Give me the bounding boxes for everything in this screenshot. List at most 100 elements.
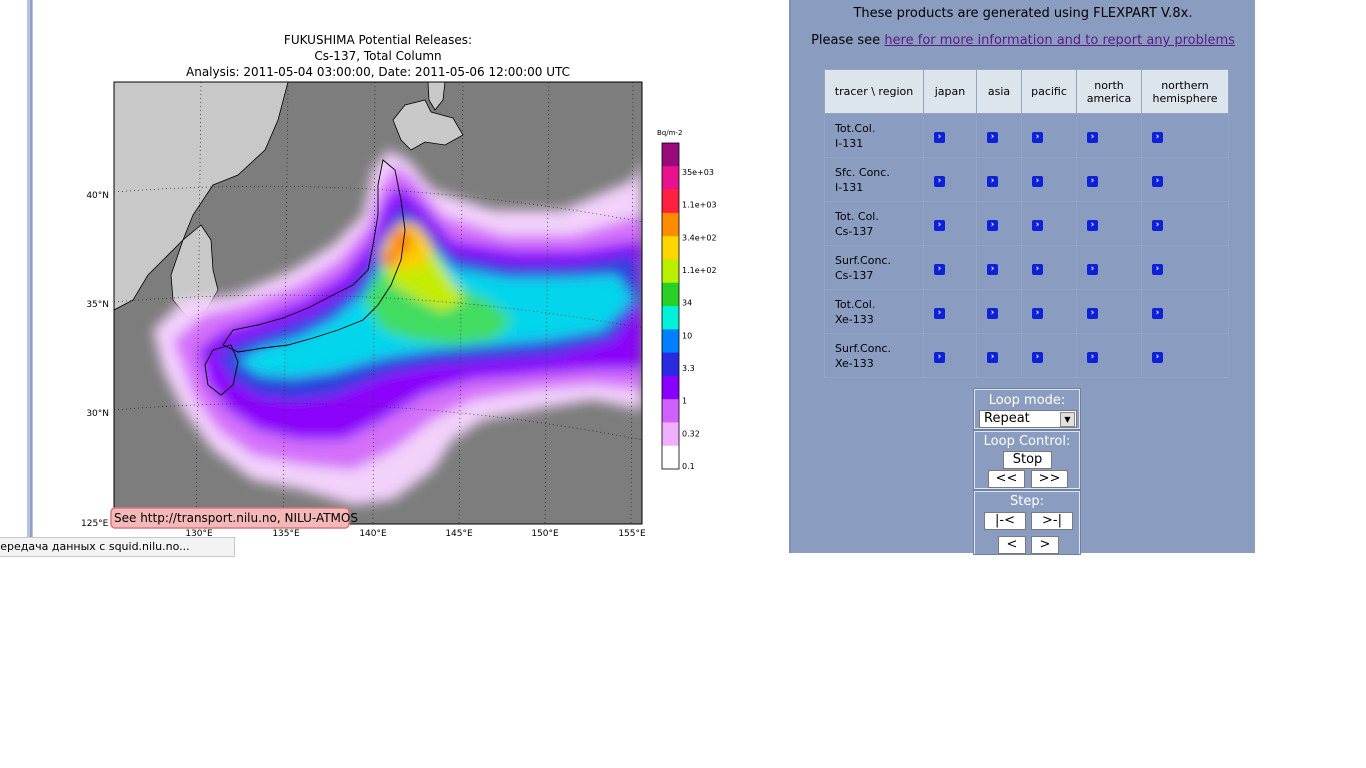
arrow-right-icon[interactable]: › xyxy=(934,219,945,231)
product-cell: › xyxy=(923,245,977,290)
arrow-right-icon[interactable]: › xyxy=(1032,131,1043,143)
last-frame-button[interactable]: >-| xyxy=(1031,512,1073,530)
arrow-right-icon[interactable]: › xyxy=(987,175,998,187)
arrow-right-icon[interactable]: › xyxy=(934,263,945,275)
tracer-species: Xe-133 xyxy=(835,312,874,326)
arrow-right-icon[interactable]: › xyxy=(1087,351,1098,363)
colorbar-segment xyxy=(662,352,679,377)
arrow-right-icon[interactable]: › xyxy=(1152,219,1163,231)
arrow-right-icon[interactable]: › xyxy=(1032,263,1043,275)
credit-box xyxy=(110,507,350,529)
product-cell: › xyxy=(1021,113,1077,158)
fast-forward-button[interactable]: >> xyxy=(1031,470,1068,488)
header-asia: asia xyxy=(976,69,1022,114)
arrow-right-icon[interactable]: › xyxy=(934,351,945,363)
dispersion-map: FUKUSHIMA Potential Releases: Cs-137, To… xyxy=(81,33,717,539)
product-cell: › xyxy=(1021,245,1077,290)
loop-control-label: Loop Control: xyxy=(983,434,1071,449)
colorbar-segment xyxy=(662,306,679,330)
arrow-right-icon[interactable]: › xyxy=(1087,307,1098,319)
header-japan: japan xyxy=(923,69,977,114)
left-frame-divider xyxy=(30,0,32,553)
colorbar-segment xyxy=(662,282,679,307)
lon-label-150: 150°E xyxy=(531,529,559,539)
table-header-row: tracer \ region japan asia pacific north… xyxy=(824,69,1229,114)
prev-frame-button[interactable]: < xyxy=(998,536,1026,554)
lat-label-35: 35°N xyxy=(86,300,109,310)
map-plot-area xyxy=(114,82,642,524)
next-frame-button[interactable]: > xyxy=(1031,536,1059,554)
colorbar-tick-label: 0.1 xyxy=(682,462,695,471)
colorbar-tick-label: 35e+03 xyxy=(682,168,714,177)
arrow-right-icon[interactable]: › xyxy=(1087,219,1098,231)
product-cell: › xyxy=(1076,113,1142,158)
arrow-right-icon[interactable]: › xyxy=(1032,219,1043,231)
lon-label-145: 145°E xyxy=(445,529,473,539)
table-row: Tot. Col. Cs-137 › › › › › xyxy=(824,201,1229,246)
tracer-quantity: Surf.Conc. xyxy=(835,253,891,267)
loop-mode-label: Loop mode: xyxy=(988,393,1066,408)
colorbar-segment xyxy=(662,445,679,470)
arrow-right-icon[interactable]: › xyxy=(1152,131,1163,143)
tracer-quantity: Sfc. Conc. xyxy=(835,165,890,179)
loop-mode-select[interactable]: Repeat ▼ xyxy=(979,410,1077,428)
product-cell: › xyxy=(923,201,977,246)
arrow-right-icon[interactable]: › xyxy=(1087,175,1098,187)
stop-button[interactable]: Stop xyxy=(1003,451,1052,469)
map-title-line1: FUKUSHIMA Potential Releases: xyxy=(284,33,472,47)
product-cell: › xyxy=(976,245,1022,290)
arrow-right-icon[interactable]: › xyxy=(987,263,998,275)
product-cell: › xyxy=(1076,245,1142,290)
plot-border xyxy=(113,81,643,525)
arrow-right-icon[interactable]: › xyxy=(934,175,945,187)
arrow-right-icon[interactable]: › xyxy=(1032,175,1043,187)
info-link[interactable]: here for more information and to report … xyxy=(884,33,1235,48)
arrow-right-icon[interactable]: › xyxy=(1087,131,1098,143)
colorbar-tick-label: 3.3 xyxy=(682,364,695,373)
first-frame-button[interactable]: |-< xyxy=(984,512,1026,530)
lon-label-130: 130°E xyxy=(185,529,213,539)
colorbar-tick-label: 34 xyxy=(682,299,692,308)
lon-label-155: 155°E xyxy=(618,529,646,539)
product-cell: › xyxy=(1141,245,1229,290)
header-corner: tracer \ region xyxy=(824,69,924,114)
arrow-right-icon[interactable]: › xyxy=(1032,351,1043,363)
arrow-right-icon[interactable]: › xyxy=(1152,351,1163,363)
tracer-label: Sfc. Conc. I-131 xyxy=(824,157,924,202)
chevron-down-icon[interactable]: ▼ xyxy=(1060,412,1075,427)
tracer-label: Tot.Col. I-131 xyxy=(824,113,924,158)
flexpart-info: These products are generated using FLEXP… xyxy=(853,6,1193,21)
arrow-right-icon[interactable]: › xyxy=(1087,263,1098,275)
arrow-right-icon[interactable]: › xyxy=(1152,175,1163,187)
arrow-right-icon[interactable]: › xyxy=(934,131,945,143)
plume-contours xyxy=(153,150,642,505)
colorbar-segment xyxy=(662,236,679,260)
tracer-species: I-131 xyxy=(835,136,864,150)
table-row: Surf.Conc. Xe-133 › › › › › xyxy=(824,333,1229,378)
tracer-quantity: Tot.Col. xyxy=(835,297,876,311)
step-label: Step: xyxy=(1010,494,1044,509)
arrow-right-icon[interactable]: › xyxy=(987,307,998,319)
info-link-line: Please see here for more information and… xyxy=(791,33,1255,48)
arrow-right-icon[interactable]: › xyxy=(1152,263,1163,275)
loop-mode-value: Repeat xyxy=(984,411,1030,426)
rewind-button[interactable]: << xyxy=(988,470,1025,488)
arrow-right-icon[interactable]: › xyxy=(934,307,945,319)
arrow-right-icon[interactable]: › xyxy=(1152,307,1163,319)
arrow-right-icon[interactable]: › xyxy=(1032,307,1043,319)
table-body: Tot.Col. I-131 › › › › › Sfc. Conc. I-131 › › › › › To… xyxy=(824,113,1229,378)
japan-coastline xyxy=(222,159,406,353)
arrow-right-icon[interactable]: › xyxy=(987,219,998,231)
loop-control-box: Loop Control: Stop << >> xyxy=(973,430,1081,490)
arrow-right-icon[interactable]: › xyxy=(987,131,998,143)
tracer-species: Xe-133 xyxy=(835,356,874,370)
product-cell: › xyxy=(1076,201,1142,246)
tracer-quantity: Tot.Col. xyxy=(835,121,876,135)
header-north-america: north america xyxy=(1076,69,1142,114)
arrow-right-icon[interactable]: › xyxy=(987,351,998,363)
colorbar-segment xyxy=(662,212,679,237)
tracer-label: Tot.Col. Xe-133 xyxy=(824,289,924,334)
header-japan-label: japan xyxy=(934,85,966,98)
colorbar-segment xyxy=(662,422,679,447)
colorbar-border xyxy=(661,142,680,470)
